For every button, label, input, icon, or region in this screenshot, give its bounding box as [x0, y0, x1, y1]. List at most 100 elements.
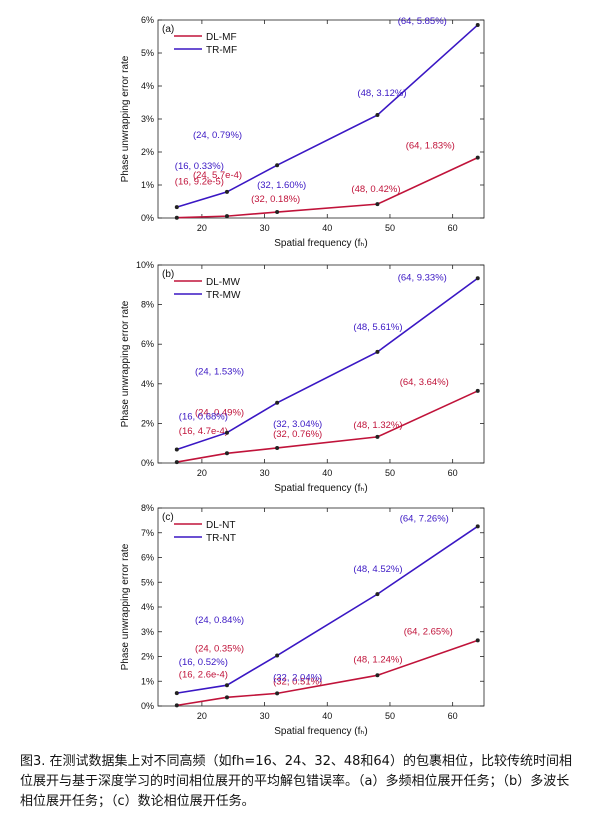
- y-tick-label: 2%: [141, 652, 154, 662]
- data-point: [174, 447, 179, 452]
- chart-panel-b: 0% 2% 4% 6% 8% 10% 20 30 40 50 60 Spatial frequency…: [0, 255, 595, 500]
- x-tick-label: 40: [322, 223, 332, 233]
- x-tick-label: 20: [197, 711, 207, 721]
- data-point: [375, 434, 380, 439]
- x-tick-label: 60: [448, 711, 458, 721]
- data-label: (64, 7.26%): [400, 513, 449, 524]
- data-point: [174, 460, 179, 465]
- x-axis-title: Spatial frequency (fₕ): [274, 726, 368, 737]
- y-tick-label: 6%: [141, 15, 154, 25]
- data-point: [475, 388, 480, 393]
- x-tick-label: 20: [197, 468, 207, 478]
- data-point: [475, 638, 480, 643]
- x-tick-label: 30: [260, 711, 270, 721]
- data-label: (64, 9.33%): [398, 272, 447, 283]
- data-label: (24, 0.49%): [195, 407, 244, 418]
- data-label: (32, 3.04%): [273, 419, 322, 430]
- y-tick-label: 0%: [141, 701, 154, 711]
- data-point: [375, 673, 380, 678]
- data-point: [224, 189, 229, 194]
- data-label: (24, 0.79%): [193, 130, 242, 141]
- data-label: (48, 3.12%): [357, 88, 406, 99]
- y-tick-label: 4%: [141, 602, 154, 612]
- data-label: (64, 1.83%): [406, 141, 455, 152]
- data-point: [174, 703, 179, 708]
- data-label: (24, 0.84%): [195, 615, 244, 626]
- data-label: (32, 0.51%): [273, 676, 322, 687]
- data-label: (48, 0.42%): [351, 184, 400, 195]
- data-point: [224, 683, 229, 688]
- x-tick-label: 40: [322, 468, 332, 478]
- data-label: (24, 5.7e-4): [193, 170, 242, 181]
- data-point: [475, 276, 480, 281]
- x-tick-label: 30: [260, 223, 270, 233]
- data-label: (48, 1.24%): [353, 654, 402, 665]
- y-tick-label: 5%: [141, 48, 154, 58]
- y-tick-label: 10%: [136, 260, 154, 270]
- data-point: [375, 349, 380, 354]
- data-point: [275, 445, 280, 450]
- data-point: [375, 202, 380, 207]
- y-tick-label: 0%: [141, 458, 154, 468]
- plot-frame: [157, 264, 485, 464]
- x-tick-label: 50: [385, 223, 395, 233]
- data-point: [475, 22, 480, 27]
- data-point: [224, 695, 229, 700]
- x-tick-label: 20: [197, 223, 207, 233]
- panel-label: (c): [162, 512, 174, 523]
- data-label: (16, 0.33%): [175, 161, 224, 172]
- x-tick-label: 60: [448, 468, 458, 478]
- legend-label: DL-MW: [206, 277, 240, 288]
- x-tick-label: 50: [385, 711, 395, 721]
- data-label: (24, 1.53%): [195, 367, 244, 378]
- x-axis-title: Spatial frequency (fₕ): [274, 238, 368, 249]
- data-label: (64, 2.65%): [404, 626, 453, 637]
- y-tick-label: 1%: [141, 676, 154, 686]
- data-point: [275, 163, 280, 168]
- data-point: [224, 451, 229, 456]
- data-label: (64, 5.85%): [398, 16, 447, 27]
- chart-panel-a: 0% 1% 2% 3% 4% 5% 6% 20 30 40 50 60 Spatial frequenc…: [0, 0, 595, 250]
- y-tick-label: 2%: [141, 418, 154, 428]
- figure-caption: 图3. 在测试数据集上对不同高频（如fh=16、24、32、48和64）的包裹相…: [20, 754, 572, 809]
- data-label: (32, 0.18%): [251, 194, 300, 205]
- data-label: (16, 2.6e-4): [179, 669, 228, 680]
- chart-a-svg: 0% 1% 2% 3% 4% 5% 6% 20 30 40 50 60 Spatial frequenc…: [120, 15, 485, 249]
- data-point: [475, 524, 480, 529]
- data-label: (48, 4.52%): [353, 564, 402, 575]
- data-label: (48, 5.61%): [353, 322, 402, 333]
- data-point: [275, 400, 280, 405]
- y-axis-title: Phase unwrapping error rate: [120, 55, 131, 182]
- x-tick-label: 50: [385, 468, 395, 478]
- data-point: [275, 691, 280, 696]
- y-tick-label: 8%: [141, 503, 154, 513]
- data-label: (48, 1.32%): [353, 420, 402, 431]
- y-tick-label: 3%: [141, 627, 154, 637]
- data-label: (32, 1.60%): [257, 180, 306, 191]
- y-tick-label: 8%: [141, 300, 154, 310]
- y-tick-label: 1%: [141, 180, 154, 190]
- panel-label: (b): [162, 269, 174, 280]
- x-tick-label: 40: [322, 711, 332, 721]
- data-label: (16, 4.7e-4): [179, 426, 228, 437]
- data-label: (16, 0.68%): [179, 412, 228, 423]
- data-point: [375, 113, 380, 118]
- data-point: [174, 691, 179, 696]
- legend-label: TR-MW: [206, 290, 241, 301]
- y-tick-label: 6%: [141, 553, 154, 563]
- data-label: (16, 0.52%): [179, 657, 228, 668]
- y-tick-label: 4%: [141, 81, 154, 91]
- y-axis-title: Phase unwrapping error rate: [120, 300, 131, 427]
- x-tick-label: 60: [448, 223, 458, 233]
- x-tick-label: 30: [260, 468, 270, 478]
- data-point: [275, 210, 280, 215]
- panel-label: (a): [162, 24, 174, 35]
- legend-label: DL-NT: [206, 520, 235, 531]
- data-point: [224, 430, 229, 435]
- y-tick-label: 3%: [141, 114, 154, 124]
- y-tick-label: 0%: [141, 213, 154, 223]
- legend-label: TR-MF: [206, 45, 237, 56]
- data-point: [475, 155, 480, 160]
- y-axis-title: Phase unwrapping error rate: [120, 543, 131, 670]
- legend-label: DL-MF: [206, 32, 237, 43]
